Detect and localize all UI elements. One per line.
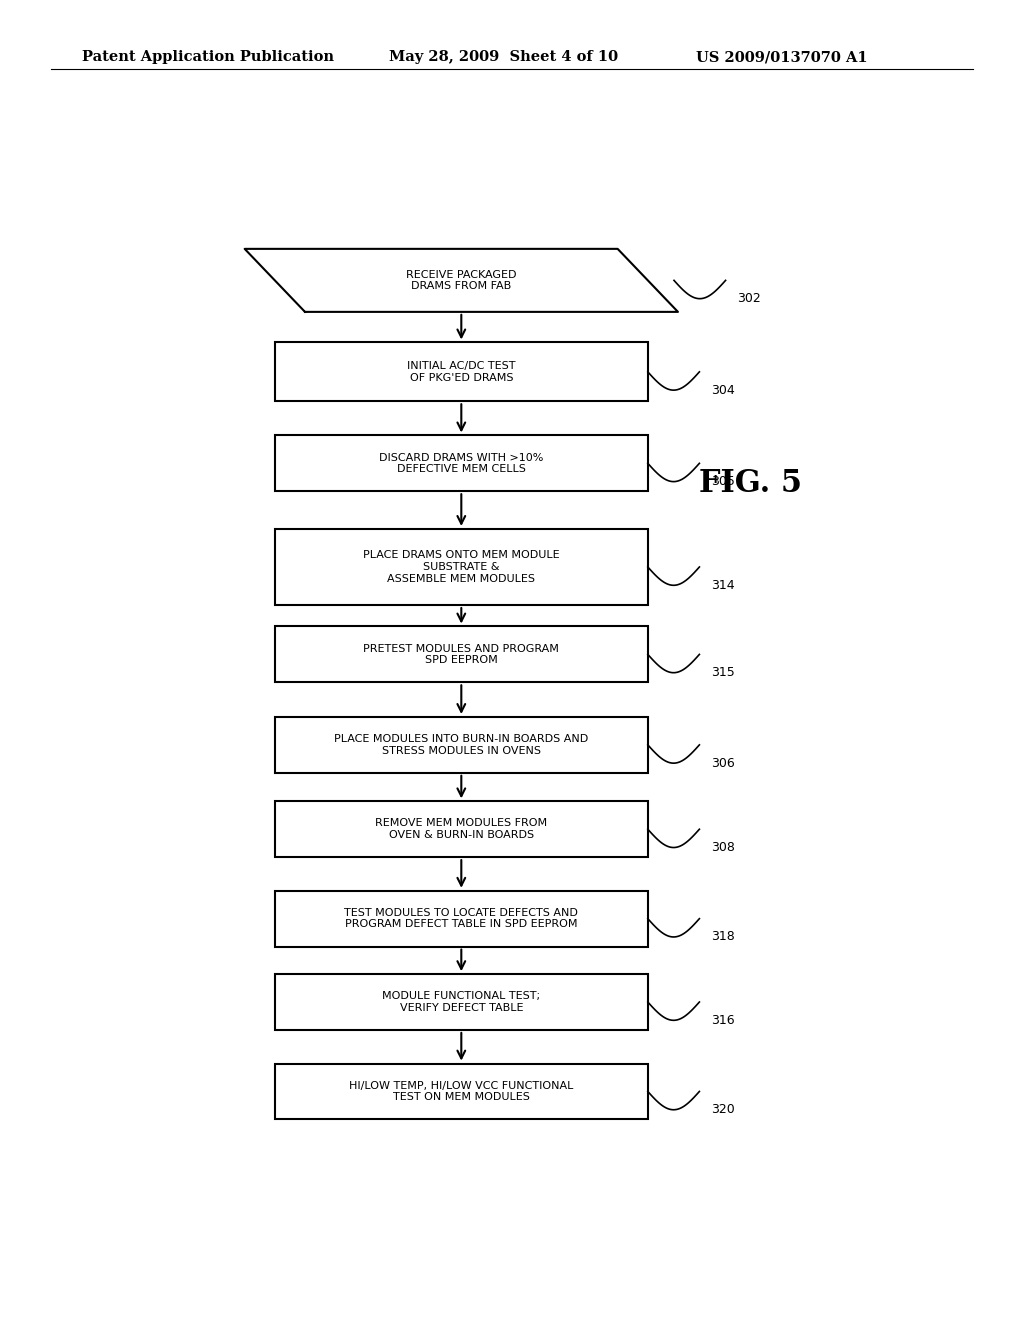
Bar <box>274 801 648 857</box>
Text: DISCARD DRAMS WITH >10%
DEFECTIVE MEM CELLS: DISCARD DRAMS WITH >10% DEFECTIVE MEM CE… <box>379 453 544 474</box>
Text: 316: 316 <box>712 1014 735 1027</box>
Text: PLACE MODULES INTO BURN-IN BOARDS AND
STRESS MODULES IN OVENS: PLACE MODULES INTO BURN-IN BOARDS AND ST… <box>334 734 589 755</box>
Bar <box>274 1064 648 1119</box>
Bar <box>274 717 648 772</box>
Text: 315: 315 <box>712 667 735 680</box>
Bar <box>274 974 648 1030</box>
Bar <box>274 529 648 605</box>
Text: MODULE FUNCTIONAL TEST;
VERIFY DEFECT TABLE: MODULE FUNCTIONAL TEST; VERIFY DEFECT TA… <box>382 991 541 1012</box>
Bar <box>274 627 648 682</box>
Text: 302: 302 <box>737 292 761 305</box>
Text: PLACE DRAMS ONTO MEM MODULE
SUBSTRATE &
ASSEMBLE MEM MODULES: PLACE DRAMS ONTO MEM MODULE SUBSTRATE & … <box>362 550 560 583</box>
Text: REMOVE MEM MODULES FROM
OVEN & BURN-IN BOARDS: REMOVE MEM MODULES FROM OVEN & BURN-IN B… <box>375 818 548 840</box>
Text: 318: 318 <box>712 931 735 944</box>
Text: RECEIVE PACKAGED
DRAMS FROM FAB: RECEIVE PACKAGED DRAMS FROM FAB <box>407 269 516 292</box>
Text: FIG. 5: FIG. 5 <box>699 469 803 499</box>
Text: INITIAL AC/DC TEST
OF PKG'ED DRAMS: INITIAL AC/DC TEST OF PKG'ED DRAMS <box>408 362 515 383</box>
Text: 320: 320 <box>712 1104 735 1117</box>
Text: HI/LOW TEMP, HI/LOW VCC FUNCTIONAL
TEST ON MEM MODULES: HI/LOW TEMP, HI/LOW VCC FUNCTIONAL TEST … <box>349 1081 573 1102</box>
Text: May 28, 2009  Sheet 4 of 10: May 28, 2009 Sheet 4 of 10 <box>389 50 618 65</box>
Bar <box>274 436 648 491</box>
Text: PRETEST MODULES AND PROGRAM
SPD EEPROM: PRETEST MODULES AND PROGRAM SPD EEPROM <box>364 644 559 665</box>
Text: 314: 314 <box>712 578 735 591</box>
Text: US 2009/0137070 A1: US 2009/0137070 A1 <box>696 50 868 65</box>
Text: TEST MODULES TO LOCATE DEFECTS AND
PROGRAM DEFECT TABLE IN SPD EEPROM: TEST MODULES TO LOCATE DEFECTS AND PROGR… <box>344 908 579 929</box>
Text: Patent Application Publication: Patent Application Publication <box>82 50 334 65</box>
Bar <box>274 891 648 946</box>
Text: 305: 305 <box>712 475 735 488</box>
Text: 308: 308 <box>712 841 735 854</box>
Bar <box>274 342 648 401</box>
Text: 306: 306 <box>712 756 735 770</box>
Text: 304: 304 <box>712 384 735 396</box>
Polygon shape <box>245 249 678 312</box>
